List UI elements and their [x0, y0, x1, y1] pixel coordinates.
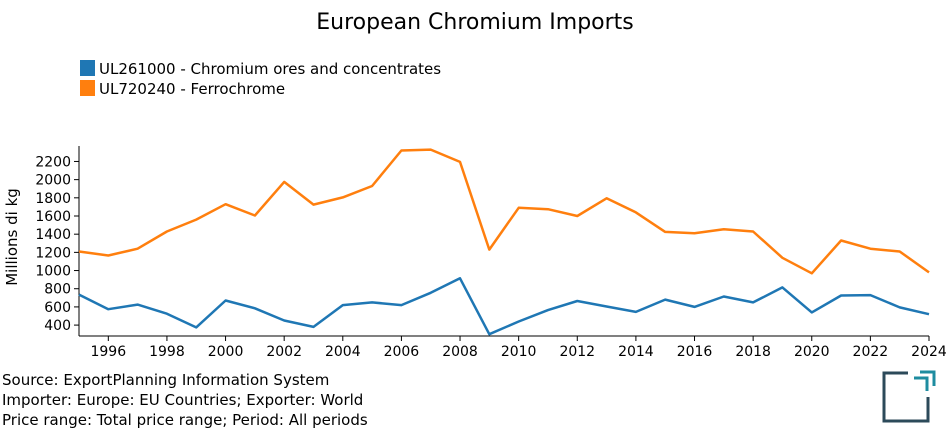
chart-title: European Chromium Imports — [316, 10, 634, 35]
y-tick-label: 1400 — [35, 227, 71, 243]
x-tick-label: 2008 — [442, 344, 478, 360]
x-tick-label: 2012 — [559, 344, 595, 360]
series-line-chromium-ores — [78, 277, 930, 336]
legend-swatch-ferrochrome — [80, 80, 95, 96]
importer-text: Importer: Europe: EU Countries; Exporter… — [2, 391, 364, 409]
y-tick-label: 400 — [44, 318, 71, 334]
x-tick-label: 2024 — [911, 344, 947, 360]
x-tick-label: 2000 — [208, 344, 244, 360]
y-axis-label: Millions di kg — [3, 188, 21, 286]
y-tick-label: 2000 — [35, 173, 71, 189]
x-tick-label: 2022 — [853, 344, 889, 360]
x-tick-label: 2004 — [325, 344, 361, 360]
y-tick-label: 1000 — [35, 264, 71, 280]
exportplanning-logo-icon — [882, 370, 936, 423]
y-tick-label: 800 — [44, 282, 71, 298]
x-tick-label: 2014 — [618, 344, 654, 360]
y-tick-label: 1200 — [35, 245, 71, 261]
x-tick-label: 2016 — [677, 344, 713, 360]
logo-box — [882, 371, 930, 423]
y-tick-label: 600 — [44, 300, 71, 316]
x-tick-label: 2006 — [384, 344, 420, 360]
plot-area: 400 600 800 1000 1200 1400 1600 1800 2000 2200 199… — [35, 146, 947, 360]
legend: UL261000 - Chromium ores and concentrate… — [80, 60, 441, 98]
price-range-text: Price range: Total price range; Period: … — [2, 411, 368, 429]
x-tick-label: 1998 — [149, 344, 185, 360]
legend-swatch-ore — [80, 60, 95, 76]
x-tick-label: 2020 — [794, 344, 830, 360]
logo-arrow-inner — [914, 376, 929, 391]
y-tick-label: 2200 — [35, 154, 71, 170]
x-tick-label: 2010 — [501, 344, 537, 360]
legend-label-ferrochrome: UL720240 - Ferrochrome — [99, 80, 285, 98]
chart-canvas: European Chromium Imports UL261000 - Chr… — [3, 10, 947, 360]
x-tick-label: 1996 — [90, 344, 126, 360]
source-text: Source: ExportPlanning Information Syste… — [2, 371, 330, 389]
logo-arrow-outer — [920, 370, 936, 386]
x-tick-label: 2002 — [266, 344, 302, 360]
legend-label-ore: UL261000 - Chromium ores and concentrate… — [99, 60, 441, 78]
x-tick-label: 2018 — [735, 344, 771, 360]
series-line-ferrochrome — [78, 148, 930, 275]
y-tick-label: 1600 — [35, 209, 71, 225]
footer: Source: ExportPlanning Information Syste… — [2, 370, 368, 430]
y-tick-label: 1800 — [35, 191, 71, 207]
